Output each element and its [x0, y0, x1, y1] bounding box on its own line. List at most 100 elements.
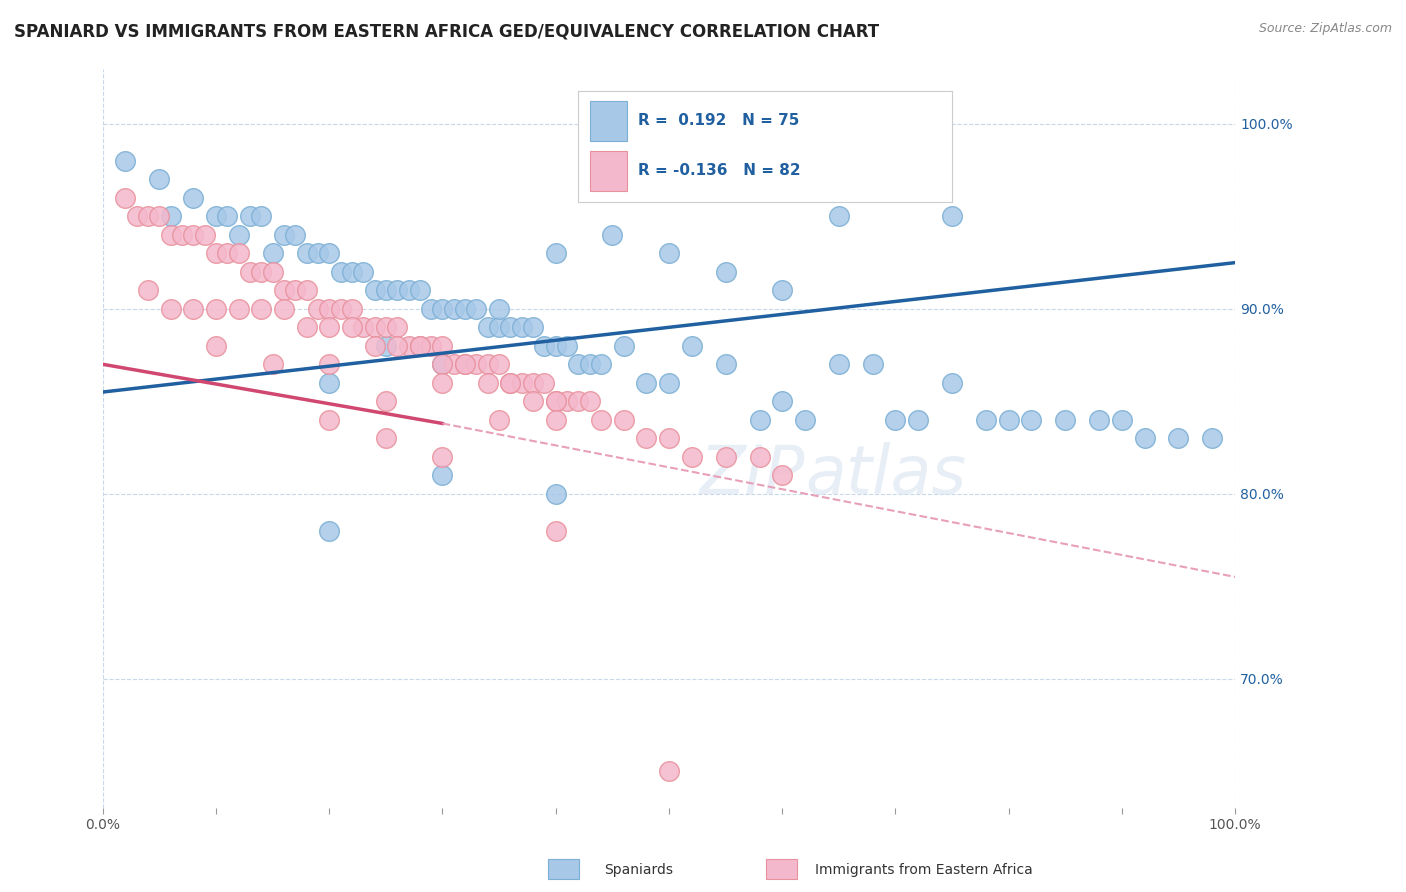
Point: [295, 320, 318, 334]
Point: [1133, 431, 1156, 445]
Point: [148, 210, 170, 224]
Point: [217, 210, 239, 224]
Point: [544, 339, 567, 353]
Point: [770, 468, 793, 483]
Point: [420, 301, 443, 316]
Point: [454, 301, 477, 316]
Point: [862, 357, 884, 371]
Point: [284, 227, 307, 242]
Point: [183, 191, 205, 205]
Point: [374, 394, 396, 409]
Point: [1201, 431, 1223, 445]
Point: [443, 357, 465, 371]
Point: [205, 210, 228, 224]
Point: [522, 394, 544, 409]
Point: [488, 301, 510, 316]
Point: [941, 376, 963, 390]
Point: [159, 227, 181, 242]
Point: [183, 301, 205, 316]
Point: [340, 265, 363, 279]
Point: [205, 301, 228, 316]
Point: [374, 339, 396, 353]
Point: [262, 357, 284, 371]
Point: [544, 394, 567, 409]
Point: [432, 357, 454, 371]
Point: [658, 431, 681, 445]
Point: [318, 320, 340, 334]
Point: [352, 320, 374, 334]
Point: [363, 320, 385, 334]
Point: [589, 413, 612, 427]
Point: [770, 284, 793, 298]
Point: [941, 210, 963, 224]
Point: [398, 284, 420, 298]
Point: [170, 227, 193, 242]
Text: Source: ZipAtlas.com: Source: ZipAtlas.com: [1258, 22, 1392, 36]
Point: [544, 413, 567, 427]
Point: [318, 246, 340, 260]
Point: [239, 210, 262, 224]
Point: [714, 450, 737, 464]
Point: [533, 376, 555, 390]
Point: [409, 284, 432, 298]
Point: [228, 227, 250, 242]
Point: [363, 339, 385, 353]
Point: [148, 172, 170, 186]
Point: [1019, 413, 1042, 427]
Point: [205, 246, 228, 260]
Point: [681, 450, 703, 464]
Point: [239, 265, 262, 279]
Point: [295, 246, 318, 260]
Point: [183, 227, 205, 242]
Point: [136, 284, 159, 298]
Point: [567, 357, 589, 371]
Point: [363, 284, 385, 298]
Point: [681, 339, 703, 353]
Point: [770, 394, 793, 409]
Point: [499, 376, 522, 390]
Text: ZIP: ZIP: [699, 442, 804, 508]
Text: atlas: atlas: [804, 442, 966, 508]
Point: [567, 394, 589, 409]
Point: [555, 394, 578, 409]
Point: [250, 265, 273, 279]
Point: [307, 246, 329, 260]
Point: [477, 376, 499, 390]
Point: [578, 357, 600, 371]
Point: [602, 227, 624, 242]
Point: [217, 246, 239, 260]
Point: [1054, 413, 1077, 427]
Point: [443, 301, 465, 316]
Point: [1111, 413, 1133, 427]
Point: [477, 357, 499, 371]
Text: Immigrants from Eastern Africa: Immigrants from Eastern Africa: [815, 863, 1033, 877]
Point: [387, 284, 409, 298]
Point: [465, 357, 488, 371]
Point: [250, 301, 273, 316]
Point: [533, 339, 555, 353]
Point: [114, 191, 136, 205]
Point: [828, 210, 851, 224]
Point: [432, 357, 454, 371]
Point: [636, 431, 658, 445]
Point: [318, 524, 340, 538]
Point: [454, 357, 477, 371]
Point: [714, 357, 737, 371]
Point: [250, 210, 273, 224]
Point: [974, 413, 997, 427]
Point: [613, 413, 636, 427]
Point: [194, 227, 217, 242]
Point: [398, 339, 420, 353]
Point: [228, 246, 250, 260]
Text: SPANIARD VS IMMIGRANTS FROM EASTERN AFRICA GED/EQUIVALENCY CORRELATION CHART: SPANIARD VS IMMIGRANTS FROM EASTERN AFRI…: [14, 22, 879, 40]
Point: [432, 468, 454, 483]
Point: [748, 450, 770, 464]
Point: [387, 320, 409, 334]
Point: [544, 486, 567, 500]
Point: [1167, 431, 1189, 445]
Point: [420, 339, 443, 353]
Point: [499, 320, 522, 334]
Point: [828, 357, 851, 371]
Point: [228, 301, 250, 316]
Point: [658, 376, 681, 390]
